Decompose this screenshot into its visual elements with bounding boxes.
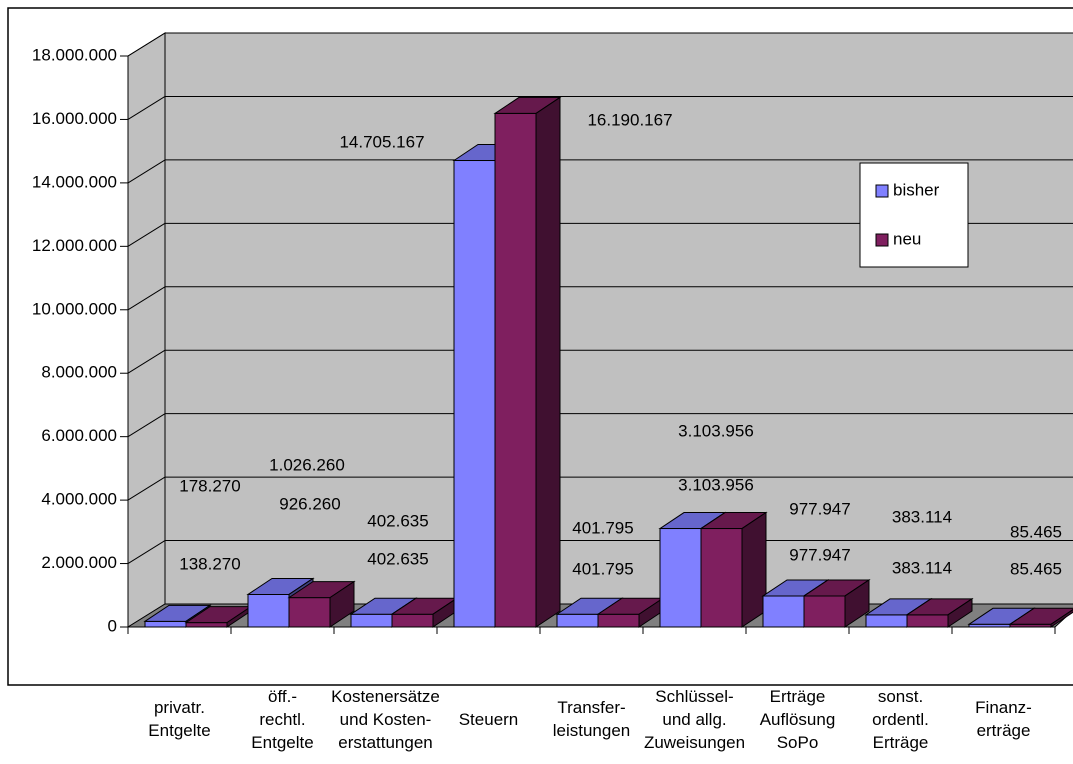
x-tick-label: Transfer- leistungen bbox=[552, 698, 631, 740]
bar-front bbox=[659, 528, 702, 628]
y-tick-label: 6.000.000 bbox=[41, 426, 117, 445]
value-label: 977.947 bbox=[789, 545, 850, 564]
y-tick-label: 0 bbox=[108, 616, 117, 635]
value-label: 3.103.956 bbox=[678, 421, 754, 440]
legend-label: bisher bbox=[893, 180, 940, 199]
y-tick-label: 2.000.000 bbox=[41, 553, 117, 572]
value-label: 3.103.956 bbox=[678, 475, 754, 494]
x-tick-label: sonst. ordentl. Erträge bbox=[872, 686, 929, 752]
bar-front bbox=[391, 613, 434, 628]
bar-front bbox=[494, 112, 537, 628]
bar-front bbox=[247, 593, 290, 628]
value-label: 402.635 bbox=[367, 549, 428, 568]
bar-side bbox=[1050, 609, 1073, 628]
bar-front bbox=[288, 597, 331, 628]
value-label: 178.270 bbox=[179, 476, 240, 495]
x-tick-label: öff.- rechtl. Entgelte bbox=[251, 686, 314, 752]
grid-line bbox=[127, 222, 166, 247]
bar-front bbox=[762, 595, 805, 628]
value-label: 401.795 bbox=[572, 518, 633, 537]
value-label: 85.465 bbox=[1010, 522, 1062, 541]
value-label: 977.947 bbox=[789, 499, 850, 518]
grid-line bbox=[127, 413, 166, 438]
x-tick-label: Schlüssel- und allg. Zuweisungen bbox=[643, 686, 746, 752]
legend-label: neu bbox=[893, 229, 921, 248]
value-label: 926.260 bbox=[279, 494, 340, 513]
grid-line bbox=[127, 476, 166, 501]
bar-front bbox=[906, 614, 949, 628]
side-wall bbox=[127, 32, 166, 628]
bar-front bbox=[185, 622, 228, 628]
bar-front bbox=[350, 613, 393, 628]
y-tick-label: 12.000.000 bbox=[32, 236, 117, 255]
y-tick-label: 10.000.000 bbox=[32, 299, 117, 318]
bar-front bbox=[597, 613, 640, 628]
bar-front bbox=[803, 595, 846, 628]
y-tick-label: 16.000.000 bbox=[32, 109, 117, 128]
value-label: 138.270 bbox=[179, 554, 240, 573]
bar-front bbox=[700, 528, 743, 628]
value-label: 16.190.167 bbox=[587, 110, 672, 129]
grid-line bbox=[127, 540, 166, 564]
value-label: 383.114 bbox=[892, 507, 952, 526]
x-tick-label: Erträge Auflösung SoPo bbox=[759, 686, 836, 752]
x-tick-label: Kostenersätze und Kosten- erstattungen bbox=[331, 686, 440, 752]
y-tick-label: 4.000.000 bbox=[41, 490, 117, 509]
bar-front bbox=[865, 614, 908, 628]
x-tick-label: Steuern bbox=[458, 709, 519, 729]
bar-side bbox=[535, 96, 561, 628]
grid-line bbox=[127, 96, 166, 120]
grid-line bbox=[127, 159, 166, 184]
value-label: 401.795 bbox=[572, 559, 633, 578]
x-tick-label: privatr. Entgelte bbox=[148, 698, 211, 740]
x-tick-label: Finanz- erträge bbox=[975, 698, 1032, 740]
grid-line bbox=[127, 349, 166, 374]
bar-side bbox=[329, 580, 355, 628]
legend-swatch bbox=[875, 233, 889, 247]
value-label: 85.465 bbox=[1010, 559, 1062, 578]
grid-line bbox=[127, 286, 166, 311]
bar-side bbox=[741, 511, 767, 628]
value-label: 14.705.167 bbox=[339, 132, 424, 151]
grid-line bbox=[127, 32, 166, 57]
y-tick-label: 14.000.000 bbox=[32, 172, 117, 191]
y-tick-label: 18.000.000 bbox=[32, 45, 117, 64]
bar-side bbox=[947, 597, 973, 628]
bar-side bbox=[844, 579, 870, 628]
legend-swatch bbox=[875, 184, 889, 198]
y-tick-label: 8.000.000 bbox=[41, 363, 117, 382]
bar-front bbox=[453, 160, 496, 628]
value-label: 383.114 bbox=[892, 558, 952, 577]
bar-top bbox=[1008, 607, 1073, 625]
legend-box bbox=[859, 162, 969, 268]
bar-front bbox=[556, 613, 599, 628]
value-label: 1.026.260 bbox=[269, 455, 345, 474]
bar-front bbox=[144, 620, 187, 628]
value-label: 402.635 bbox=[367, 511, 428, 530]
